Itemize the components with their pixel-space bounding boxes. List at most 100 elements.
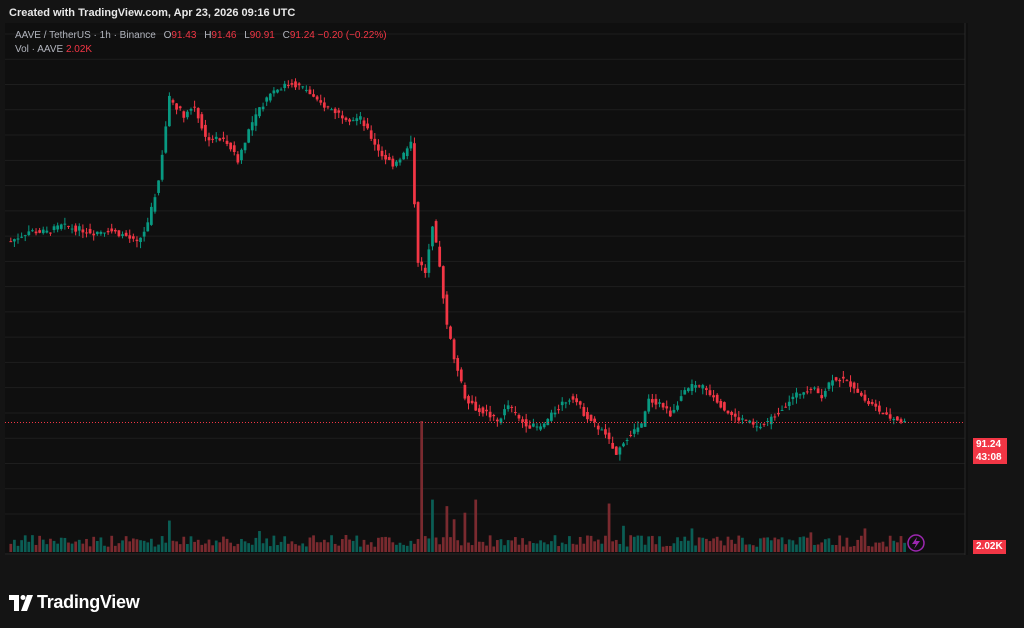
- candle-body: [175, 103, 178, 110]
- candle-body: [149, 206, 153, 225]
- candle-body: [74, 225, 78, 232]
- volume-bar: [348, 539, 351, 552]
- candle-body: [903, 421, 906, 423]
- candle-body: [881, 412, 885, 415]
- volume-bar: [312, 535, 315, 552]
- candle-body: [193, 106, 196, 108]
- volume-bar: [701, 537, 705, 552]
- candle-body: [247, 129, 251, 143]
- candle-body: [708, 390, 712, 396]
- candle-body: [474, 401, 478, 411]
- volume-bar: [730, 539, 733, 552]
- close-label: C: [282, 30, 290, 41]
- candle-body: [665, 406, 669, 409]
- volume-bar: [755, 546, 759, 552]
- candle-body: [319, 100, 323, 103]
- candle-body: [456, 358, 460, 371]
- high-label: H: [204, 30, 212, 41]
- volume-bar: [373, 546, 377, 552]
- volume-bar: [322, 539, 326, 552]
- volume-bar: [261, 543, 265, 552]
- volume-bar: [550, 541, 553, 552]
- volume-bar: [117, 543, 121, 552]
- candle-body: [369, 130, 373, 139]
- candle-body: [896, 416, 899, 421]
- volume-bar: [582, 543, 586, 552]
- volume-bar: [351, 540, 355, 552]
- legend-price-line: AAVE / TetherUS · 1h · Binance O91.43 H9…: [15, 29, 387, 43]
- price-chart[interactable]: 122.00120.00118.00116.00114.00112.00110.…: [5, 23, 968, 555]
- candle-body: [254, 114, 258, 126]
- volume-bar: [63, 537, 67, 552]
- volume-bar: [128, 541, 132, 552]
- candle-body: [420, 261, 424, 266]
- candle-body: [899, 419, 903, 423]
- candle-body: [395, 161, 398, 166]
- volume-bar: [258, 531, 261, 552]
- tradingview-logo-icon[interactable]: [9, 595, 35, 611]
- volume-bar: [557, 546, 560, 552]
- candle-body: [240, 149, 243, 161]
- candle-body: [499, 418, 503, 423]
- chart-panel[interactable]: 122.00120.00118.00116.00114.00112.00110.…: [5, 23, 968, 555]
- candle-body: [355, 118, 359, 122]
- candle-body: [733, 413, 737, 417]
- volume-bar: [852, 546, 856, 552]
- candle-body: [225, 140, 229, 144]
- candle-body: [218, 138, 222, 141]
- candle-body: [265, 97, 269, 102]
- candle-body: [661, 403, 665, 408]
- candle-body: [182, 111, 186, 118]
- volume-bar: [867, 546, 870, 552]
- volume-bar: [438, 544, 442, 552]
- volume-bar: [459, 545, 463, 552]
- volume-bar: [560, 542, 564, 552]
- volume-bar: [629, 535, 633, 552]
- candle-body: [550, 412, 553, 421]
- volume-bar: [34, 544, 38, 552]
- volume-bar: [870, 546, 874, 552]
- candle-body: [49, 232, 52, 234]
- volume-bar: [564, 544, 568, 552]
- volume-bar: [113, 545, 117, 552]
- volume-bar: [344, 534, 348, 552]
- volume-bar: [535, 543, 539, 552]
- candle-body: [513, 412, 517, 414]
- candle-body: [131, 236, 135, 239]
- volume-bar: [841, 546, 845, 552]
- volume-bar: [780, 537, 784, 552]
- volume-bar: [359, 546, 362, 552]
- candle-body: [607, 432, 611, 440]
- tradingview-logo-text[interactable]: TradingView: [37, 592, 140, 612]
- volume-bar: [254, 537, 258, 552]
- candle-body: [459, 369, 463, 382]
- volume-bar: [420, 421, 424, 552]
- volume-bar: [222, 536, 225, 552]
- candle-body: [827, 382, 831, 389]
- chart-legend: AAVE / TetherUS · 1h · Binance O91.43 H9…: [15, 29, 387, 57]
- volume-bar: [434, 537, 438, 552]
- candle-body: [52, 226, 56, 230]
- low-value: 90.91: [249, 30, 275, 41]
- candle-body: [423, 267, 427, 274]
- volume-bar: [413, 543, 416, 552]
- volume-bar: [139, 540, 142, 552]
- candle-body: [157, 180, 160, 193]
- candle-body: [495, 419, 499, 422]
- flash-icon[interactable]: [907, 534, 925, 552]
- candle-body: [622, 443, 625, 447]
- candle-body: [683, 390, 687, 395]
- symbol-label[interactable]: AAVE / TetherUS · 1h · Binance: [15, 30, 156, 41]
- volume-bar: [265, 538, 269, 552]
- candle-body: [164, 126, 168, 153]
- volume-bar: [470, 545, 474, 552]
- candle-body: [762, 423, 766, 425]
- volume-bar: [196, 539, 200, 552]
- volume-label[interactable]: Vol · AAVE: [15, 44, 64, 55]
- volume-bar: [23, 535, 27, 552]
- volume-value: 2.02K: [65, 44, 93, 55]
- candle-body: [467, 396, 470, 404]
- volume-bar: [131, 538, 135, 552]
- volume-bar: [596, 539, 600, 552]
- candle-body: [870, 401, 874, 405]
